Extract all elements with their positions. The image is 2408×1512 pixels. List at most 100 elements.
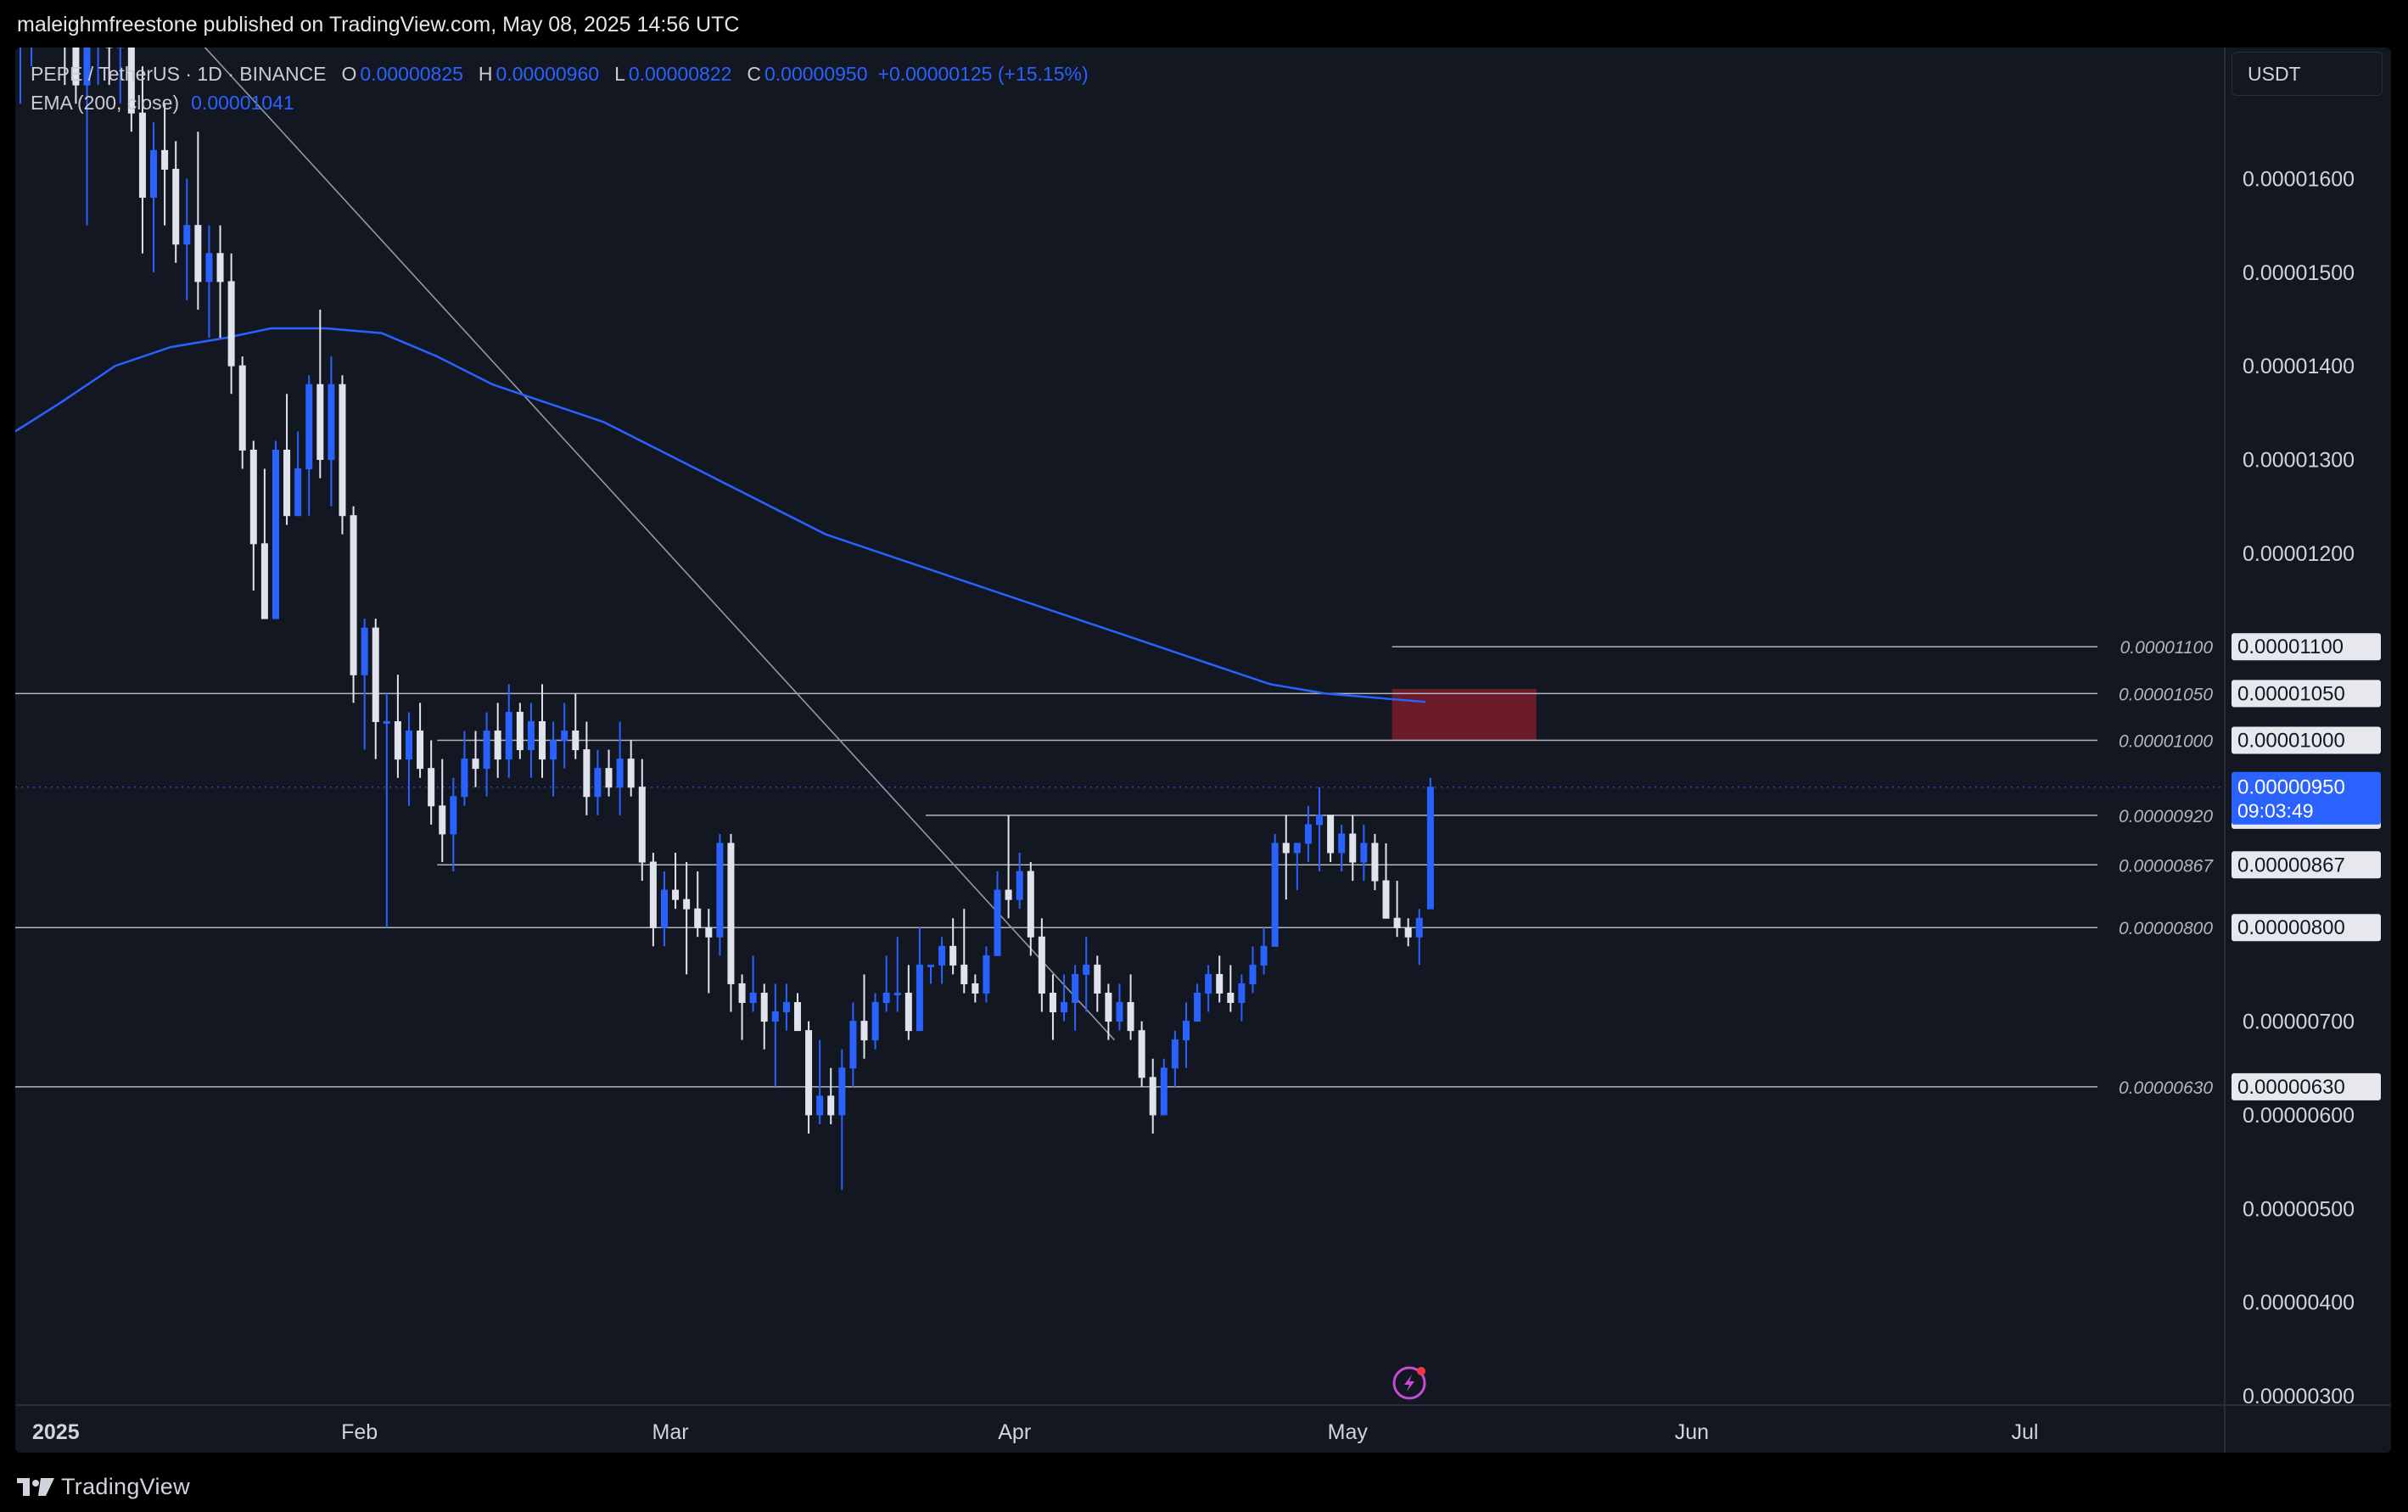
y-tick-label: 0.00000400 [2243,1291,2355,1315]
candle-down [572,693,580,759]
candle-up [749,955,757,1012]
candle-body [927,964,935,967]
candle-up [849,1002,857,1087]
candle-down [1371,833,1379,891]
candle-body [1327,815,1335,854]
candle-body [749,992,757,1004]
level-inline-label: 0.00001100 [2120,638,2214,658]
level-inline-label: 0.00000867 [2119,856,2214,876]
candle-down [1327,815,1335,862]
x-tick-label: 2025 [32,1420,80,1444]
low-label: L [614,63,625,85]
candle-body [705,927,713,938]
candle-body [161,149,169,170]
candle-body [72,48,80,86]
candle-body [860,1021,868,1041]
candle-body [1238,983,1246,1004]
candle-down [827,1067,835,1124]
candle-up [1061,974,1068,1022]
candle-body [1315,815,1323,826]
candle-up [994,871,1001,956]
x-tick-label: May [1328,1420,1369,1444]
x-tick-label: Apr [998,1420,1031,1444]
level-price-tag-label: 0.00000800 [2237,916,2345,939]
candle-down [705,909,713,994]
candle-up [383,693,390,928]
ema-value: 0.00001041 [191,92,294,114]
event-icon-badge [1417,1367,1425,1375]
candle-body [1138,1030,1145,1078]
candle-body [838,1067,846,1116]
candle-down [227,253,235,395]
candle-down [805,1021,813,1134]
candle-body [1083,964,1090,975]
symbol-title[interactable]: PEPE / TetherUS · 1D · BINANCE [31,63,327,85]
candle-down [960,909,968,994]
candle-up [594,749,602,815]
candle-body [893,992,901,995]
x-tick-label: Feb [341,1420,378,1444]
candle-up [927,964,935,984]
candle-down [138,66,146,254]
candle-body [1260,945,1268,966]
candle-down [105,48,113,86]
candle-down [949,918,957,975]
price-chart[interactable]: 0.00001600 0.00001500 0.00001400 0.00001300… [15,48,2391,1453]
currency-button[interactable]: USDT [2232,52,2383,96]
open-value: 0.00000825 [360,63,463,85]
candle-body [372,627,379,722]
chart-legend: PEPE / TetherUS · 1D · BINANCE O 0.00000… [31,59,1089,117]
candle-body [472,759,479,770]
candle-body [260,543,268,619]
candle-body [1171,1039,1179,1069]
candle-down [1149,1058,1156,1134]
candle-up [1260,927,1268,975]
candle-body [249,449,257,545]
candle-up [483,712,490,797]
candle-body [138,112,146,199]
candle-body [572,731,580,751]
tradingview-logo[interactable]: TradingView [17,1474,190,1500]
candle-body [328,384,335,461]
candle-down [394,675,401,778]
candle-body [1061,1002,1068,1013]
candle-down [372,619,379,759]
candle-down [1105,983,1112,1040]
candle-body [1149,1077,1156,1116]
candle-body [627,759,635,788]
candle-down [1127,974,1134,1040]
y-tick-label: 0.00001300 [2243,449,2355,473]
candle-down [694,871,702,938]
candle-body [383,720,390,724]
candle-up [1072,965,1079,1031]
candle-down [172,141,180,263]
chart-pane[interactable]: 0.00001600 0.00001500 0.00001400 0.00001300… [15,48,2391,1453]
candle-up [1194,983,1201,1022]
candle-down [1027,862,1034,956]
candle-up [983,946,990,1003]
candle-down [249,440,257,591]
candle-up [716,833,724,956]
candle-down [127,48,135,132]
candle-down [64,48,66,86]
candle-body [305,384,313,470]
lightning-event-icon[interactable] [1392,1366,1426,1400]
chart-background [15,48,2391,1453]
level-price-tag-label: 0.00000867 [2237,854,2345,876]
candle-up [616,721,624,815]
ema-label[interactable]: EMA (200, close) [31,92,180,114]
candle-up [1160,1058,1168,1116]
candle-body [339,384,346,517]
current-price-label: 0.00000950 [2237,776,2345,799]
candle-down [860,974,868,1059]
candle-body [350,515,357,675]
candle-body [150,149,158,199]
candle-down [638,759,646,882]
candle-up [116,48,124,104]
candle-body [771,1011,779,1022]
candle-down [1349,815,1357,882]
y-tick-label: 0.00001600 [2243,167,2355,191]
candle-body [638,787,646,863]
candle-body [1382,880,1390,919]
candle-up [1360,824,1368,882]
